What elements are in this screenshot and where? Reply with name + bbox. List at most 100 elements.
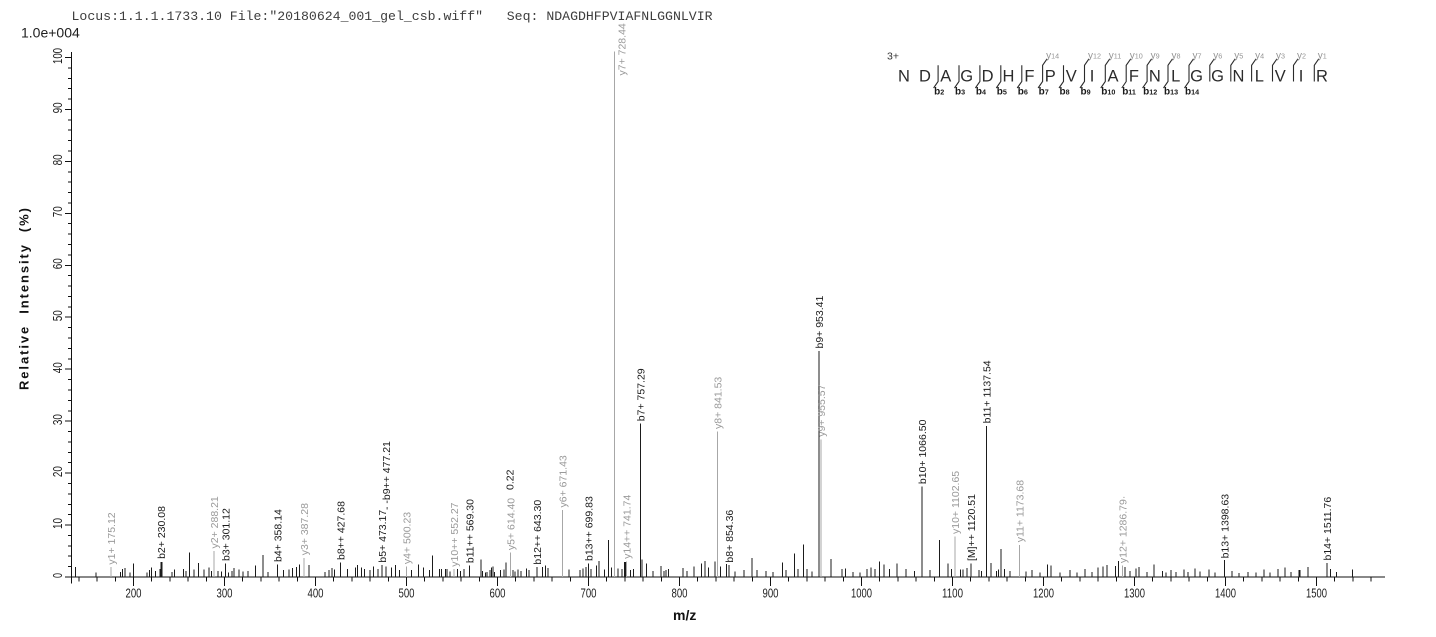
svg-text:y8: y8 [1172, 51, 1181, 62]
svg-text:b7+ 757.29: b7+ 757.29 [636, 368, 648, 421]
svg-text:1300: 1300 [1124, 587, 1145, 601]
svg-text:b11+ 1137.54: b11+ 1137.54 [982, 360, 994, 423]
svg-text:y6: y6 [1213, 51, 1222, 62]
svg-text:y2: y2 [1297, 51, 1306, 62]
svg-text:100: 100 [51, 48, 65, 64]
svg-text:500: 500 [399, 587, 415, 601]
svg-text:10: 10 [51, 518, 65, 529]
svg-text:N: N [1232, 68, 1244, 86]
svg-text:b13: b13 [1164, 87, 1178, 98]
svg-text:1000: 1000 [851, 587, 872, 601]
svg-text:60: 60 [51, 258, 65, 269]
svg-text:D: D [919, 68, 931, 86]
svg-text:1.0e+004: 1.0e+004 [21, 25, 80, 41]
svg-text:b4: b4 [976, 87, 986, 98]
svg-text:b12: b12 [1143, 87, 1157, 98]
svg-text:G: G [1211, 68, 1224, 86]
svg-text:G: G [1190, 68, 1203, 86]
svg-text:L: L [1255, 68, 1264, 86]
svg-text:b6: b6 [1018, 87, 1028, 98]
svg-text:y4+ 500.23: y4+ 500.23 [402, 512, 414, 564]
svg-text:y14++ 741.74: y14++ 741.74 [622, 495, 634, 559]
svg-text:1200: 1200 [1033, 587, 1054, 601]
svg-text:1100: 1100 [942, 587, 963, 601]
svg-text:40: 40 [51, 362, 65, 373]
svg-text:y5+ 614.40: y5+ 614.40 [506, 498, 518, 550]
svg-text:y3: y3 [1276, 51, 1285, 62]
svg-text:b13++ 699.83: b13++ 699.83 [583, 496, 595, 561]
svg-text:600: 600 [490, 587, 506, 601]
svg-text:b11: b11 [1122, 87, 1136, 98]
svg-text:A: A [1107, 68, 1118, 86]
svg-text:y10++ 552.27: y10++ 552.27 [449, 502, 461, 566]
svg-text:b14: b14 [1185, 87, 1199, 98]
svg-text:V: V [1275, 68, 1286, 86]
svg-text:90: 90 [51, 102, 65, 113]
svg-text:- -b9++ 477.21: - -b9++ 477.21 [381, 441, 393, 510]
svg-text:b5: b5 [997, 87, 1007, 98]
svg-text:b9: b9 [1081, 87, 1091, 98]
svg-text:y8+ 841.53: y8+ 841.53 [712, 377, 724, 429]
svg-text:y4: y4 [1255, 51, 1264, 62]
svg-text:b3+ 301.12: b3+ 301.12 [221, 508, 233, 561]
svg-text:N: N [1149, 68, 1161, 86]
svg-text:b7: b7 [1039, 87, 1049, 98]
svg-text:G: G [960, 68, 973, 86]
svg-text:m/z: m/z [673, 607, 696, 623]
svg-text:F: F [1129, 68, 1139, 86]
svg-text:y9: y9 [1151, 51, 1160, 62]
svg-text:y12+ 1286.79·: y12+ 1286.79· [1118, 496, 1130, 563]
svg-text:800: 800 [672, 587, 688, 601]
svg-text:y1+ 175.12: y1+ 175.12 [106, 512, 118, 564]
svg-text:b5+ 473.17: b5+ 473.17 [377, 510, 389, 563]
svg-text:N: N [898, 68, 910, 86]
svg-text:y9+ 955.57: y9+ 955.57 [816, 384, 828, 436]
svg-text:1500: 1500 [1306, 587, 1327, 601]
svg-text:30: 30 [51, 414, 65, 425]
svg-text:y14: y14 [1046, 51, 1059, 62]
svg-text:80: 80 [51, 154, 65, 165]
svg-text:I: I [1090, 68, 1095, 86]
svg-text:b14+ 1511.76: b14+ 1511.76 [1322, 497, 1334, 561]
svg-text:b12++ 643.30: b12++ 643.30 [532, 500, 544, 565]
svg-text:y3+ 387.28: y3+ 387.28 [299, 503, 311, 555]
svg-text:y10: y10 [1130, 51, 1143, 62]
svg-text:b10+ 1066.50: b10+ 1066.50 [917, 419, 929, 484]
svg-text:y5: y5 [1234, 51, 1243, 62]
svg-text:300: 300 [217, 587, 233, 601]
svg-text:b3: b3 [955, 87, 965, 98]
svg-text:b2+ 230.08: b2+ 230.08 [156, 506, 168, 559]
svg-text:F: F [1024, 68, 1034, 86]
svg-text:b8++ 427.68: b8++ 427.68 [336, 501, 348, 560]
svg-text:y6+ 671.43: y6+ 671.43 [558, 455, 570, 507]
svg-text:A: A [940, 68, 951, 86]
svg-text:D: D [982, 68, 994, 86]
svg-text:3+: 3+ [887, 51, 899, 63]
svg-text:20: 20 [51, 466, 65, 477]
svg-text:b2: b2 [934, 87, 944, 98]
svg-text:b8: b8 [1060, 87, 1070, 98]
svg-text:R: R [1316, 68, 1328, 86]
svg-text:y2+ 288.21: y2+ 288.21 [209, 496, 221, 548]
svg-text:P: P [1045, 68, 1056, 86]
svg-text:L: L [1171, 68, 1180, 86]
svg-text:y11+ 1173.68: y11+ 1173.68 [1015, 480, 1027, 543]
svg-text:I: I [1299, 68, 1304, 86]
svg-text:0.22: 0.22 [505, 469, 517, 490]
svg-text:y1: y1 [1318, 51, 1327, 62]
svg-text:y10+ 1102.65: y10+ 1102.65 [950, 471, 962, 534]
svg-text:b13+ 1398.63: b13+ 1398.63 [1219, 494, 1231, 559]
svg-text:70: 70 [51, 206, 65, 217]
svg-text:50: 50 [51, 310, 65, 321]
svg-text:b4+ 358.14: b4+ 358.14 [272, 509, 284, 562]
svg-text:Locus:1.1.1.1733.10 File:"2018: Locus:1.1.1.1733.10 File:"20180624_001_g… [72, 9, 713, 24]
svg-text:700: 700 [581, 587, 597, 601]
svg-text:y12: y12 [1088, 51, 1101, 62]
svg-text:b8+ 854.36: b8+ 854.36 [724, 510, 736, 563]
svg-text:900: 900 [763, 587, 779, 601]
svg-text:H: H [1003, 68, 1015, 86]
svg-text:[M]++ 1120.51: [M]++ 1120.51 [966, 494, 978, 561]
svg-text:200: 200 [126, 587, 142, 601]
svg-text:b9+ 953.41: b9+ 953.41 [814, 295, 826, 348]
svg-text:y7+ 728.44: y7+ 728.44 [616, 23, 628, 75]
